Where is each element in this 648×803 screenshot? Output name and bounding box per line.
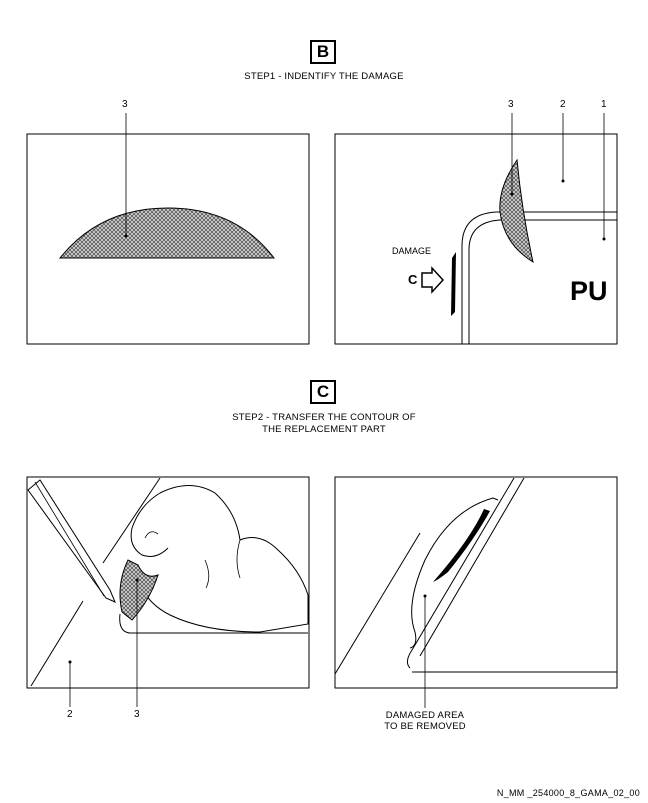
document-code: N_MM _254000_8_GAMA_02_00 xyxy=(496,788,640,798)
panel-damage-section xyxy=(26,113,310,345)
step1-title: STEP1 - INDENTIFY THE DAMAGE xyxy=(244,71,404,82)
step2-letter-box: C xyxy=(310,380,336,404)
panel-bumper-damage xyxy=(334,113,618,345)
callout-1: 1 xyxy=(601,99,607,110)
panel-trace-contour xyxy=(26,476,310,707)
panel-area-removed xyxy=(334,476,618,708)
step2-title-line1: STEP2 - TRANSFER THE CONTOUR OF xyxy=(232,412,416,423)
damage-label: DAMAGE xyxy=(392,246,432,256)
material-label: PU xyxy=(570,276,608,306)
callout-2: 2 xyxy=(560,99,566,110)
step2-title-line2: THE REPLACEMENT PART xyxy=(262,424,386,435)
callout-3-left: 3 xyxy=(122,99,128,110)
damaged-area-line2: TO BE REMOVED xyxy=(384,721,466,732)
step1-letter-box: B xyxy=(310,40,336,64)
callout-3-bottom: 3 xyxy=(134,709,140,720)
callout-2-bottom: 2 xyxy=(67,709,73,720)
arrow-c-label: C xyxy=(408,272,418,287)
callout-3-right: 3 xyxy=(508,99,514,110)
damaged-area-line1: DAMAGED AREA xyxy=(385,710,465,721)
